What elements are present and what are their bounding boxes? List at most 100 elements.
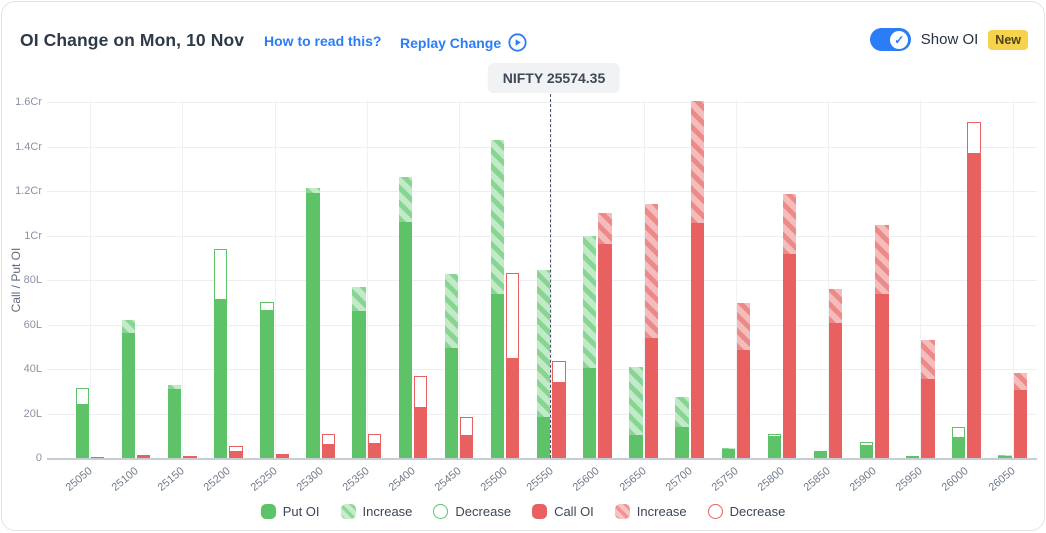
- bar-put-25300-solid[interactable]: [306, 193, 320, 458]
- bar-put-25950-solid[interactable]: [906, 455, 920, 458]
- bar-call-25600-solid[interactable]: [598, 244, 612, 458]
- bar-call-25350-decrease[interactable]: [367, 433, 382, 444]
- bar-put-25750-increase[interactable]: [721, 447, 735, 450]
- bar-call-25200-decrease[interactable]: [229, 445, 243, 452]
- bar-call-25700-solid[interactable]: [690, 223, 704, 458]
- bar-call-25700-increase[interactable]: [690, 100, 704, 224]
- bar-put-25400-increase[interactable]: [398, 176, 412, 223]
- bar-put-25600-increase[interactable]: [583, 235, 597, 368]
- bar-put-26000-decrease[interactable]: [952, 426, 966, 438]
- legend-put-oi[interactable]: Put OI: [260, 504, 320, 519]
- bar-put-25250-decrease[interactable]: [260, 302, 274, 312]
- bar-call-25150-solid[interactable]: [183, 456, 197, 458]
- replay-change-button[interactable]: Replay Change: [400, 33, 527, 52]
- bar-put-25650-increase[interactable]: [629, 366, 643, 435]
- bar-call-25200-solid[interactable]: [229, 451, 243, 458]
- bar-call-25050-solid[interactable]: [91, 456, 105, 458]
- bar-put-26000-solid[interactable]: [952, 437, 966, 458]
- bar-put-25450-increase[interactable]: [444, 274, 459, 348]
- bar-call-25950-increase[interactable]: [921, 340, 935, 379]
- bar-put-25800-decrease[interactable]: [767, 433, 781, 437]
- bar-call-25100-solid[interactable]: [137, 454, 151, 458]
- bar-put-25850-solid[interactable]: [813, 451, 828, 458]
- bar-call-25350-solid[interactable]: [367, 443, 382, 458]
- bar-call-25500-decrease[interactable]: [506, 273, 520, 359]
- bar-call-25850-increase[interactable]: [829, 288, 843, 324]
- bar-call-25450-solid[interactable]: [460, 435, 474, 458]
- nifty-price-marker: NIFTY 25574.35: [487, 63, 621, 93]
- bar-call-26050-increase[interactable]: [1013, 373, 1027, 391]
- y-tick-label: 1.4Cr: [15, 140, 42, 153]
- legend-put-increase[interactable]: Increase: [340, 504, 412, 519]
- bar-put-25450-solid[interactable]: [444, 347, 459, 458]
- bar-put-25400-solid[interactable]: [398, 222, 412, 458]
- gridline-v-25450: [459, 100, 461, 458]
- bar-put-25900-solid[interactable]: [859, 445, 874, 458]
- bar-put-25850-decrease[interactable]: [813, 450, 828, 453]
- nifty-dashed-line: [550, 94, 551, 458]
- page-title: OI Change on Mon, 10 Nov: [20, 30, 245, 50]
- bar-call-25800-solid[interactable]: [782, 254, 797, 458]
- bar-put-25700-solid[interactable]: [675, 426, 689, 458]
- bar-put-25600-solid[interactable]: [583, 367, 597, 458]
- bar-put-25900-decrease[interactable]: [859, 441, 874, 446]
- legend-call-oi[interactable]: Call OI: [532, 504, 594, 519]
- bar-call-25300-decrease[interactable]: [321, 433, 335, 445]
- bar-put-25100-increase[interactable]: [121, 320, 136, 334]
- y-tick-label: 1Cr: [24, 229, 42, 242]
- bar-put-25050-decrease[interactable]: [75, 387, 89, 405]
- y-tick-label: 20L: [23, 407, 42, 420]
- gridline-h-1Cr: [47, 235, 1037, 237]
- bar-put-25100-solid[interactable]: [121, 333, 136, 458]
- bar-call-25400-solid[interactable]: [413, 407, 428, 458]
- bar-call-25800-increase[interactable]: [782, 194, 797, 255]
- bar-put-25750-solid[interactable]: [721, 449, 735, 458]
- bar-put-25700-increase[interactable]: [675, 396, 689, 427]
- bar-put-25200-solid[interactable]: [214, 300, 228, 458]
- bar-put-25200-decrease[interactable]: [214, 248, 228, 301]
- bar-put-26050-solid[interactable]: [998, 456, 1012, 458]
- legend-call-increase[interactable]: Increase: [614, 504, 687, 519]
- bar-put-25550-increase[interactable]: [537, 269, 551, 417]
- bar-call-25750-solid[interactable]: [736, 350, 751, 458]
- bar-call-25950-solid[interactable]: [921, 379, 935, 458]
- bar-call-25550-decrease[interactable]: [552, 361, 566, 384]
- bar-call-25900-solid[interactable]: [875, 294, 889, 458]
- bar-put-25350-increase[interactable]: [352, 286, 366, 312]
- bar-put-25250-solid[interactable]: [260, 311, 274, 458]
- bar-put-26050-increase[interactable]: [998, 455, 1012, 457]
- bar-put-25300-increase[interactable]: [306, 187, 320, 194]
- bar-call-25600-increase[interactable]: [598, 213, 612, 245]
- show-oi-toggle[interactable]: ✓: [869, 28, 911, 51]
- bar-call-25850-solid[interactable]: [829, 323, 843, 458]
- bar-put-25500-increase[interactable]: [490, 139, 505, 295]
- chart-legend: Put OI Increase Decrease Call OI Increas…: [2, 504, 1044, 519]
- bar-call-26000-solid[interactable]: [967, 154, 981, 458]
- how-to-read-link[interactable]: How to read this?: [264, 33, 382, 49]
- bar-put-25800-solid[interactable]: [767, 436, 781, 458]
- bar-call-26050-solid[interactable]: [1013, 390, 1027, 458]
- bar-call-25750-increase[interactable]: [736, 303, 751, 351]
- bar-call-25500-solid[interactable]: [506, 358, 520, 458]
- bar-call-25550-solid[interactable]: [552, 383, 566, 458]
- bar-put-25150-increase[interactable]: [167, 384, 182, 389]
- bar-put-25350-solid[interactable]: [352, 311, 366, 458]
- y-tick-label: 80L: [23, 274, 42, 286]
- bar-call-26000-decrease[interactable]: [967, 122, 981, 155]
- gridline-v-25550: [551, 100, 553, 458]
- bar-put-25150-solid[interactable]: [167, 389, 182, 458]
- bar-put-25500-solid[interactable]: [490, 294, 505, 458]
- bar-put-25550-solid[interactable]: [537, 416, 551, 458]
- legend-put-decrease[interactable]: Decrease: [433, 504, 511, 519]
- toggle-check-icon: ✓: [890, 30, 909, 49]
- bar-call-25650-increase[interactable]: [644, 204, 658, 338]
- bar-call-25300-solid[interactable]: [321, 444, 335, 458]
- bar-call-25250-solid[interactable]: [275, 453, 289, 458]
- bar-call-25900-increase[interactable]: [875, 225, 889, 295]
- bar-put-25050-solid[interactable]: [75, 404, 89, 458]
- bar-call-25400-decrease[interactable]: [413, 375, 428, 408]
- bar-put-25650-solid[interactable]: [629, 434, 643, 458]
- bar-call-25650-solid[interactable]: [644, 337, 658, 458]
- bar-call-25450-decrease[interactable]: [460, 416, 474, 436]
- legend-call-decrease[interactable]: Decrease: [707, 504, 785, 519]
